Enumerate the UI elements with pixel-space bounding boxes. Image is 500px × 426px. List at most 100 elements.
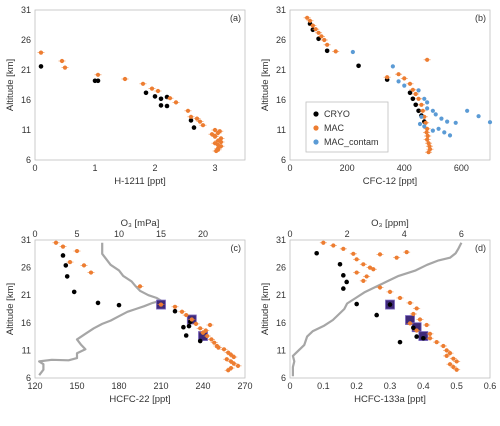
x-tick-label: 2	[152, 163, 157, 173]
top-x-tick-label: 5	[74, 229, 79, 239]
x-tick-label: 150	[69, 381, 84, 391]
cryo-point	[191, 125, 197, 130]
mac-point	[414, 328, 419, 333]
mac-point	[316, 30, 321, 35]
mac-point	[172, 304, 178, 309]
legend-marker	[313, 125, 319, 131]
cryo-point	[181, 324, 186, 330]
mac-point	[198, 326, 203, 331]
mac-contam-point	[350, 49, 355, 55]
cryo-point	[60, 253, 66, 258]
x-tick-label: 210	[153, 381, 168, 391]
mac-point	[331, 243, 336, 248]
y-tick-label: 26	[21, 35, 31, 45]
x-tick-label: 0	[287, 163, 292, 173]
x-tick-label: 270	[237, 381, 252, 391]
mac-point	[224, 357, 229, 362]
mac-point	[209, 337, 214, 342]
plot-frame	[289, 9, 491, 161]
x-tick-label: 240	[195, 381, 210, 391]
y-axis-label: Altitude [km]	[5, 59, 16, 111]
panel-label: (d)	[475, 243, 486, 253]
cryo-point	[116, 302, 122, 308]
plot-frame	[34, 239, 246, 379]
mac-contam-point	[453, 120, 458, 125]
mac-contam-point	[396, 79, 401, 84]
y-tick-label: 26	[276, 263, 286, 273]
mac-point	[444, 353, 449, 359]
x-tick-label: 0.3	[384, 381, 397, 391]
y-tick-label: 11	[277, 345, 286, 355]
x-tick-label: 1	[92, 163, 97, 173]
mac-point	[149, 86, 155, 91]
cryo-point	[324, 48, 330, 54]
mac-point	[416, 96, 421, 101]
mac-contam-point	[422, 124, 427, 129]
mac-point	[322, 37, 327, 43]
x-tick-label: 0	[287, 381, 292, 391]
y-tick-label: 16	[21, 95, 31, 105]
cryo-point	[337, 261, 343, 267]
mac-point	[419, 102, 424, 107]
cryo-point	[95, 78, 101, 84]
cryo-point	[344, 279, 349, 285]
legend-label: MAC	[324, 123, 345, 133]
mac-point	[185, 108, 191, 113]
mac-point	[420, 108, 425, 113]
mac-point	[200, 123, 206, 128]
mac-point	[189, 317, 194, 322]
mac-point	[354, 270, 359, 275]
mac-point	[205, 333, 210, 339]
panel-2: 6 11 16 21 26 31 0 200 400 600 CFC-12 [ppt] Altitud…	[260, 5, 493, 187]
mac-point	[410, 87, 415, 92]
cryo-point	[71, 289, 77, 295]
legend-label: MAC_contam	[324, 137, 379, 147]
mac-point	[333, 49, 338, 54]
mac-point	[38, 50, 44, 55]
mac-contam-point	[465, 108, 470, 113]
mac-point	[194, 116, 200, 121]
mac-point	[173, 100, 179, 105]
mac-point	[414, 306, 419, 311]
mac-point	[377, 285, 383, 290]
mac-point	[217, 129, 222, 134]
mac-point	[122, 76, 128, 82]
cryo-point	[354, 301, 359, 307]
mac-point	[394, 255, 399, 260]
plot-frame	[289, 239, 491, 379]
cryo-point	[63, 263, 69, 268]
cryo-point	[421, 335, 426, 341]
top-x-tick-label: 6	[459, 229, 464, 239]
y-tick-label: 31	[276, 235, 286, 245]
y-tick-label: 21	[21, 65, 31, 75]
mac-contam-point	[417, 121, 423, 127]
mac-contam-point	[439, 116, 444, 121]
mac-point	[371, 267, 376, 272]
mac-contam-point	[390, 64, 395, 69]
mac-point	[59, 58, 65, 64]
y-tick-label: 16	[276, 95, 286, 105]
mac-point	[427, 336, 433, 341]
mac-contam-point	[425, 100, 430, 105]
y-tick-label: 6	[281, 373, 286, 383]
y-tick-label: 6	[26, 373, 31, 383]
legend-marker	[313, 139, 319, 145]
top-x-tick-label: 10	[114, 229, 124, 239]
y-tick-label: 26	[21, 263, 31, 273]
y-tick-label: 21	[276, 290, 286, 300]
mac-point	[137, 284, 143, 289]
x-tick-label: 600	[454, 163, 469, 173]
cryo-point	[143, 90, 149, 96]
mac-point	[451, 356, 456, 361]
mac-point	[402, 76, 407, 81]
y-tick-label: 31	[21, 5, 31, 15]
y-tick-label: 16	[21, 318, 31, 328]
mac-contam-point	[476, 114, 481, 119]
ozone-profile-line	[291, 242, 463, 377]
mac-point	[341, 246, 346, 251]
cryo-point	[374, 312, 379, 318]
mac-point	[158, 302, 164, 307]
